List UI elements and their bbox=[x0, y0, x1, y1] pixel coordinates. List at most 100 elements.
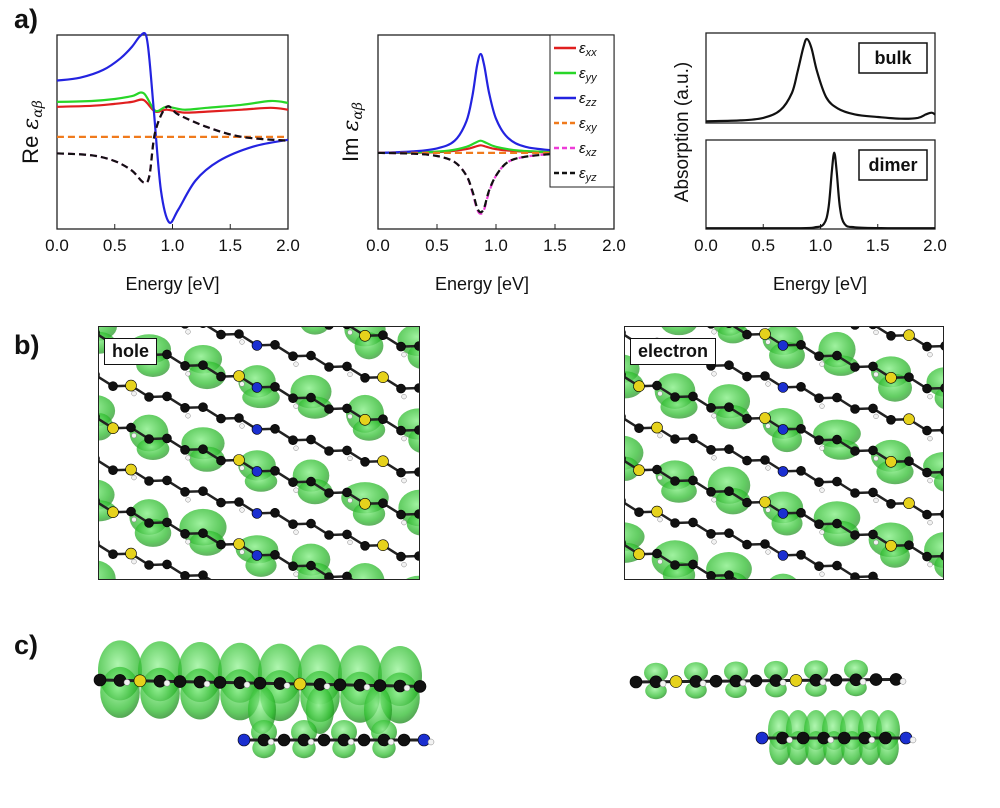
atom bbox=[777, 382, 789, 393]
atom bbox=[324, 327, 334, 330]
atom bbox=[742, 413, 752, 424]
atom bbox=[940, 509, 943, 519]
atom bbox=[769, 674, 783, 687]
atom bbox=[759, 496, 771, 508]
hydrogen-atom bbox=[765, 339, 771, 345]
atom bbox=[889, 673, 903, 686]
molecule-bond bbox=[625, 375, 943, 474]
atom bbox=[796, 381, 806, 392]
atom bbox=[93, 673, 107, 687]
panel-label-b: b) bbox=[14, 330, 40, 360]
atom bbox=[922, 341, 932, 352]
atom bbox=[724, 570, 734, 579]
orbital-lobe bbox=[716, 405, 750, 430]
atom bbox=[277, 733, 291, 747]
atom bbox=[903, 413, 915, 425]
hydrogen-atom bbox=[387, 738, 395, 746]
atom bbox=[777, 508, 789, 519]
hydrogen-atom bbox=[401, 393, 407, 400]
atom bbox=[359, 498, 371, 510]
orbital-lobe bbox=[769, 341, 805, 369]
atom bbox=[324, 572, 334, 579]
atom bbox=[162, 391, 172, 402]
orbital-lobe bbox=[769, 573, 797, 579]
atom bbox=[742, 371, 752, 382]
atom bbox=[180, 529, 190, 539]
atom bbox=[251, 550, 263, 561]
atom bbox=[251, 466, 263, 477]
hydrogen-atom bbox=[819, 403, 825, 409]
atom bbox=[288, 477, 298, 487]
atom bbox=[814, 393, 824, 403]
atom bbox=[724, 528, 734, 538]
hydrogen-atom bbox=[711, 539, 717, 545]
atom bbox=[777, 550, 789, 561]
atom bbox=[868, 327, 878, 330]
hydrogen-atom bbox=[185, 455, 191, 461]
orbital-lobe bbox=[242, 386, 280, 409]
hydrogen-atom bbox=[185, 497, 191, 503]
absorption-curve-dimer bbox=[705, 151, 936, 230]
atom bbox=[293, 677, 307, 691]
chart2-series-xz bbox=[377, 151, 556, 215]
atom bbox=[742, 329, 752, 340]
atom bbox=[342, 487, 352, 498]
chart2-series-zz bbox=[377, 52, 556, 154]
legend-label-xz: εxz bbox=[579, 140, 597, 159]
atom bbox=[709, 674, 723, 688]
atom bbox=[759, 412, 771, 424]
atom bbox=[940, 383, 943, 393]
atom bbox=[688, 433, 698, 444]
atom bbox=[688, 391, 698, 402]
hydrogen-atom bbox=[267, 738, 275, 746]
orbital-lobe bbox=[406, 512, 419, 536]
atom bbox=[651, 421, 663, 434]
orbital-lobe bbox=[764, 660, 788, 681]
atom bbox=[200, 327, 206, 328]
atom bbox=[173, 675, 187, 688]
atom bbox=[796, 339, 806, 350]
molecule-bond bbox=[348, 327, 419, 348]
atom bbox=[625, 540, 626, 546]
atom bbox=[724, 486, 734, 496]
atom bbox=[796, 424, 806, 434]
hole-label: hole bbox=[104, 338, 158, 365]
electron-density-view bbox=[624, 326, 944, 580]
chart1-series-xz bbox=[56, 105, 289, 184]
atom bbox=[885, 371, 897, 384]
hydrogen-atom bbox=[131, 516, 137, 523]
hydrogen-atom bbox=[827, 736, 834, 744]
atom bbox=[108, 465, 118, 475]
atom bbox=[198, 528, 208, 538]
atom bbox=[414, 551, 419, 561]
atom bbox=[625, 414, 626, 420]
atom bbox=[652, 380, 662, 391]
chart1-series-xx bbox=[56, 98, 289, 114]
orbital-lobe bbox=[844, 659, 868, 680]
atom bbox=[922, 383, 932, 394]
atom bbox=[396, 509, 406, 520]
atom bbox=[726, 327, 732, 328]
atom bbox=[796, 466, 806, 476]
orbital-lobe bbox=[345, 563, 385, 579]
atom bbox=[198, 360, 208, 371]
orbital-lobe bbox=[661, 327, 697, 336]
atom bbox=[125, 547, 137, 560]
chart1-xtick-label: 1.0 bbox=[161, 236, 185, 255]
atom bbox=[886, 499, 896, 509]
atom bbox=[198, 444, 208, 454]
atom bbox=[724, 360, 734, 371]
hydrogen-atom bbox=[927, 393, 933, 400]
atom bbox=[153, 674, 167, 688]
hydrogen-atom bbox=[239, 507, 245, 513]
orbital-lobe bbox=[99, 560, 116, 579]
molecule-bond bbox=[99, 501, 354, 579]
panel-c-dimer-views bbox=[93, 640, 917, 765]
atom bbox=[417, 733, 431, 747]
hydrogen-atom bbox=[347, 455, 353, 462]
atom bbox=[324, 488, 334, 498]
atom bbox=[652, 548, 662, 559]
atom bbox=[414, 425, 419, 435]
atom bbox=[688, 559, 698, 570]
atom bbox=[99, 372, 100, 378]
